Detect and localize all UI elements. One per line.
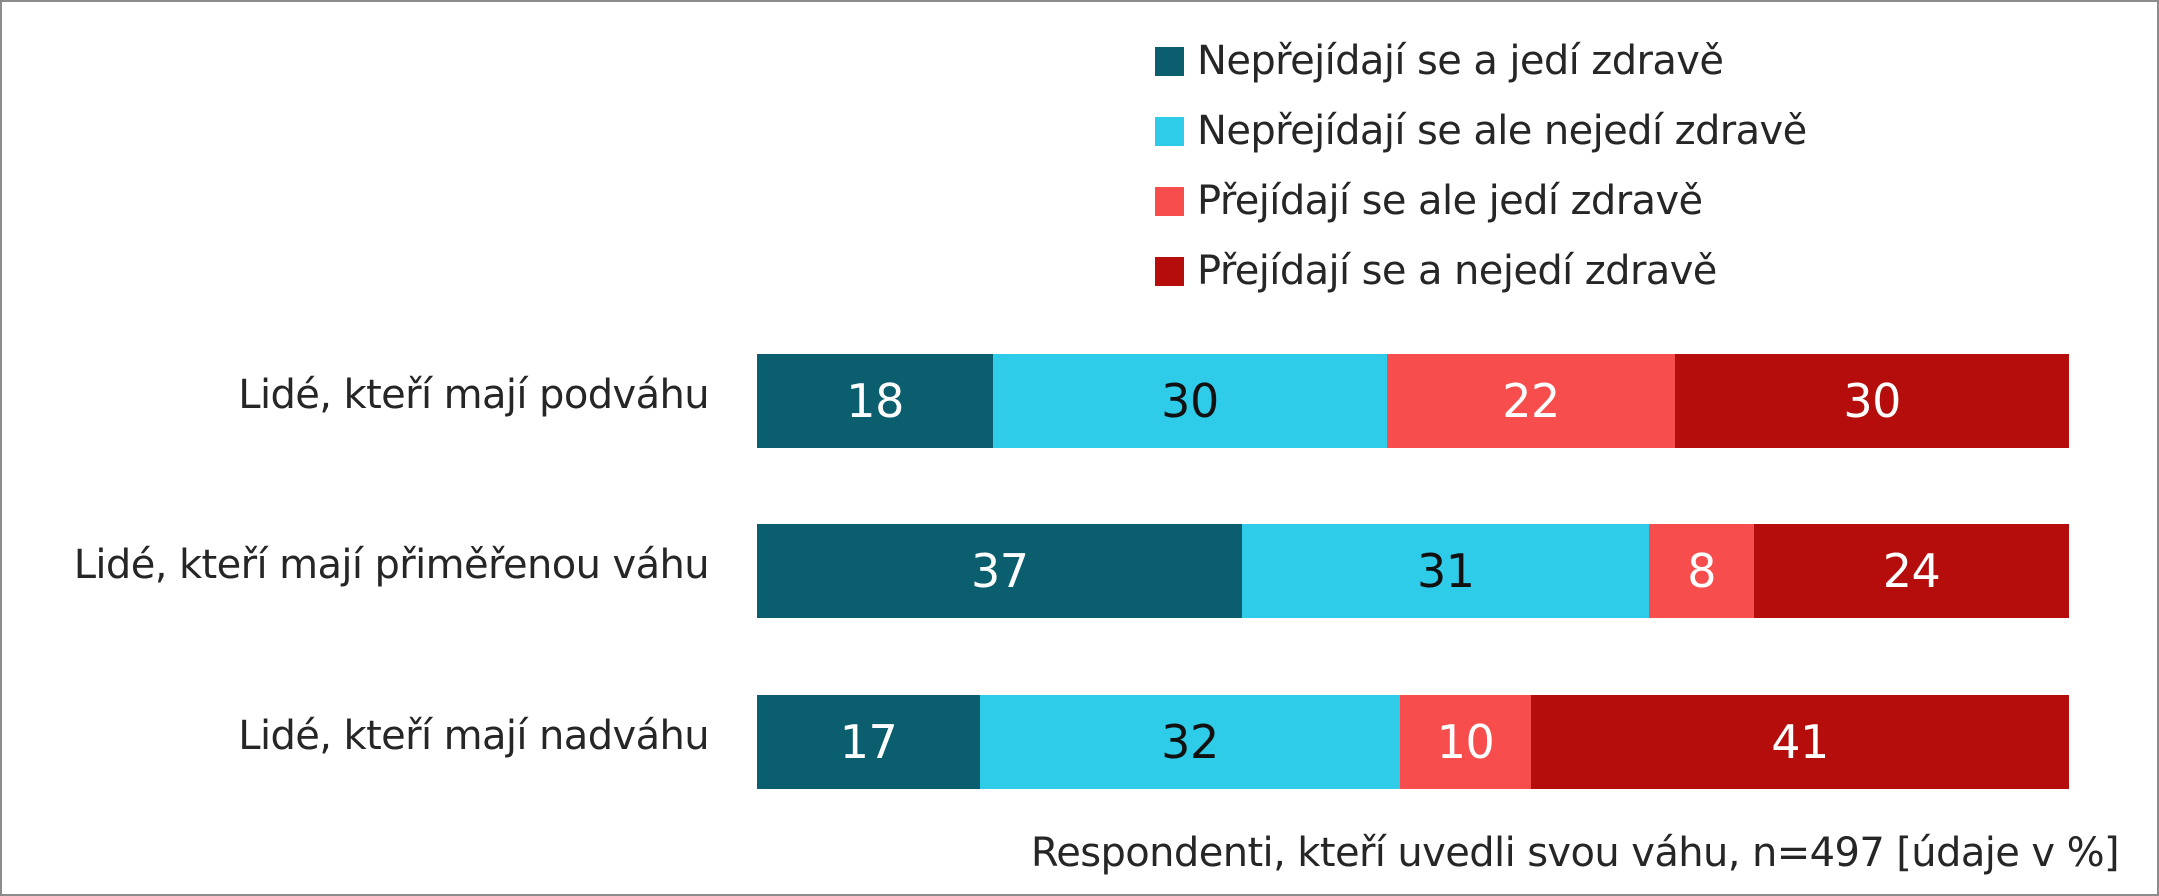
data-label: 32 bbox=[1161, 715, 1219, 769]
legend-label: Přejídají se ale jedí zdravě bbox=[1197, 178, 1703, 224]
data-label: 8 bbox=[1687, 544, 1717, 598]
legend-label: Nepřejídají se a jedí zdravě bbox=[1197, 38, 1724, 84]
data-label: 30 bbox=[1843, 374, 1901, 428]
data-label: 30 bbox=[1161, 374, 1219, 428]
bar-segment: 37 bbox=[757, 524, 1243, 618]
bar-segment: 17 bbox=[757, 695, 981, 789]
category-label: Lidé, kteří mají podváhu bbox=[238, 372, 709, 418]
bar-segment: 30 bbox=[1675, 354, 2069, 448]
bar-segment: 10 bbox=[1399, 695, 1532, 789]
data-label: 10 bbox=[1436, 715, 1495, 769]
bar-segment: 30 bbox=[993, 354, 1387, 448]
data-label: 31 bbox=[1417, 544, 1475, 598]
data-label: 17 bbox=[839, 715, 898, 769]
legend-item: Přejídají se a nejedí zdravě bbox=[1155, 236, 1807, 306]
legend-label: Přejídají se a nejedí zdravě bbox=[1197, 248, 1717, 294]
legend-label: Nepřejídají se ale nejedí zdravě bbox=[1197, 108, 1807, 154]
data-label: 24 bbox=[1882, 544, 1941, 598]
category-label: Lidé, kteří mají nadváhu bbox=[238, 713, 709, 759]
footnote: Respondenti, kteří uvedli svou váhu, n=4… bbox=[1030, 830, 2120, 876]
legend-item: Nepřejídají se a jedí zdravě bbox=[1155, 26, 1807, 96]
data-label: 18 bbox=[846, 374, 904, 428]
legend: Nepřejídají se a jedí zdravě Nepřejídají … bbox=[1155, 26, 1807, 306]
legend-swatch-icon bbox=[1155, 46, 1184, 76]
bar-segment: 18 bbox=[757, 354, 994, 448]
bar-segment: 41 bbox=[1531, 695, 2069, 789]
data-label: 41 bbox=[1771, 715, 1829, 769]
bar-segment: 32 bbox=[980, 695, 1400, 789]
legend-item: Přejídají se ale jedí zdravě bbox=[1155, 166, 1807, 236]
category-label: Lidé, kteří mají přiměřenou váhu bbox=[73, 542, 710, 588]
data-label: 37 bbox=[970, 544, 1029, 598]
bar-segment: 22 bbox=[1386, 354, 1676, 448]
bar-segment: 31 bbox=[1242, 524, 1650, 618]
bar-segment: 8 bbox=[1649, 524, 1755, 618]
data-label: 22 bbox=[1502, 374, 1560, 428]
bar-segment: 24 bbox=[1754, 524, 2069, 618]
legend-item: Nepřejídají se ale nejedí zdravě bbox=[1155, 96, 1807, 166]
legend-swatch-icon bbox=[1155, 186, 1184, 216]
legend-swatch-icon bbox=[1155, 116, 1184, 146]
legend-swatch-icon bbox=[1155, 256, 1184, 286]
